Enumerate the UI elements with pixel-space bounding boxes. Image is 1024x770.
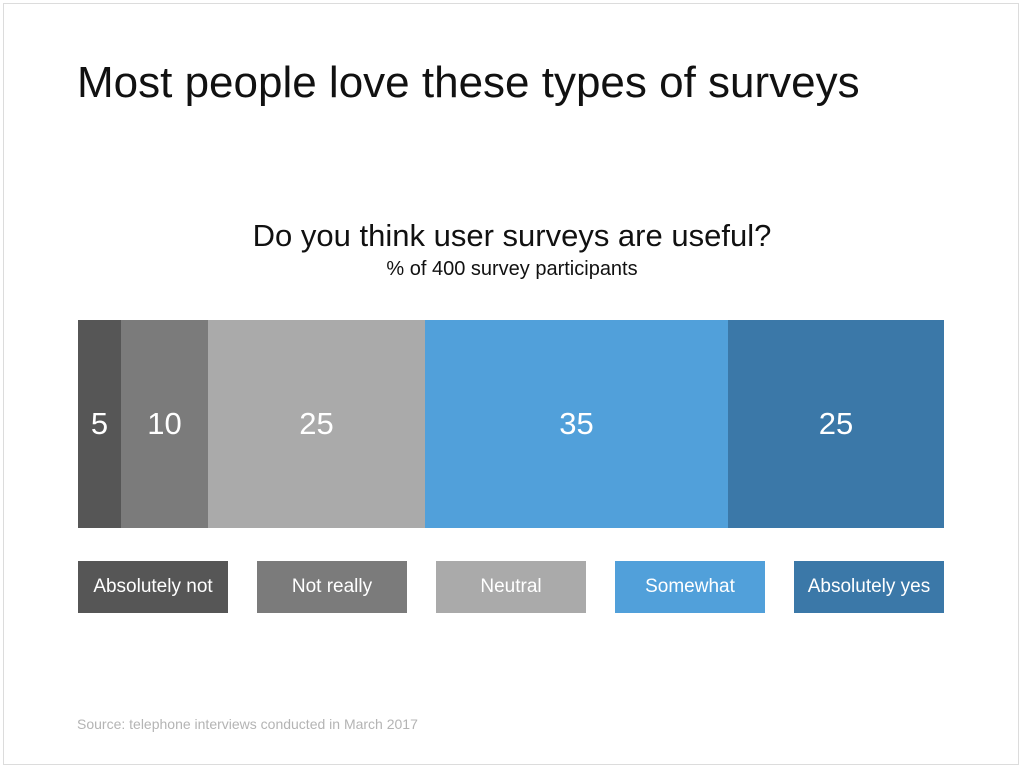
bar-value-label: 25	[818, 406, 854, 441]
source-note: Source: telephone interviews conducted i…	[77, 716, 418, 732]
bar-value-label: 10	[147, 406, 182, 441]
bar-segment-absolutely-not: 5	[78, 320, 121, 528]
chart-subtitle: % of 400 survey participants	[386, 258, 638, 280]
chart-title: Do you think user surveys are useful?	[252, 218, 772, 253]
bar-segment-absolutely-yes: 25	[728, 320, 944, 528]
bar-value-label: 25	[299, 406, 334, 441]
legend-item-neutral: Neutral	[436, 561, 586, 613]
legend-item-not-really: Not really	[257, 561, 407, 613]
legend-item-absolutely-not: Absolutely not	[78, 561, 228, 613]
bar-segment-neutral: 25	[208, 320, 425, 528]
bar-value-label: 5	[90, 406, 109, 441]
bar-segment-not-really: 10	[121, 320, 208, 528]
bar-segment-somewhat: 35	[425, 320, 728, 528]
legend-item-absolutely-yes: Absolutely yes	[794, 561, 944, 613]
slide-headline: Most people love these types of surveys	[77, 58, 860, 107]
stacked-bar: 5 10 25 35 25	[78, 320, 944, 528]
legend-item-somewhat: Somewhat	[615, 561, 765, 613]
bar-value-label: 35	[559, 406, 594, 441]
